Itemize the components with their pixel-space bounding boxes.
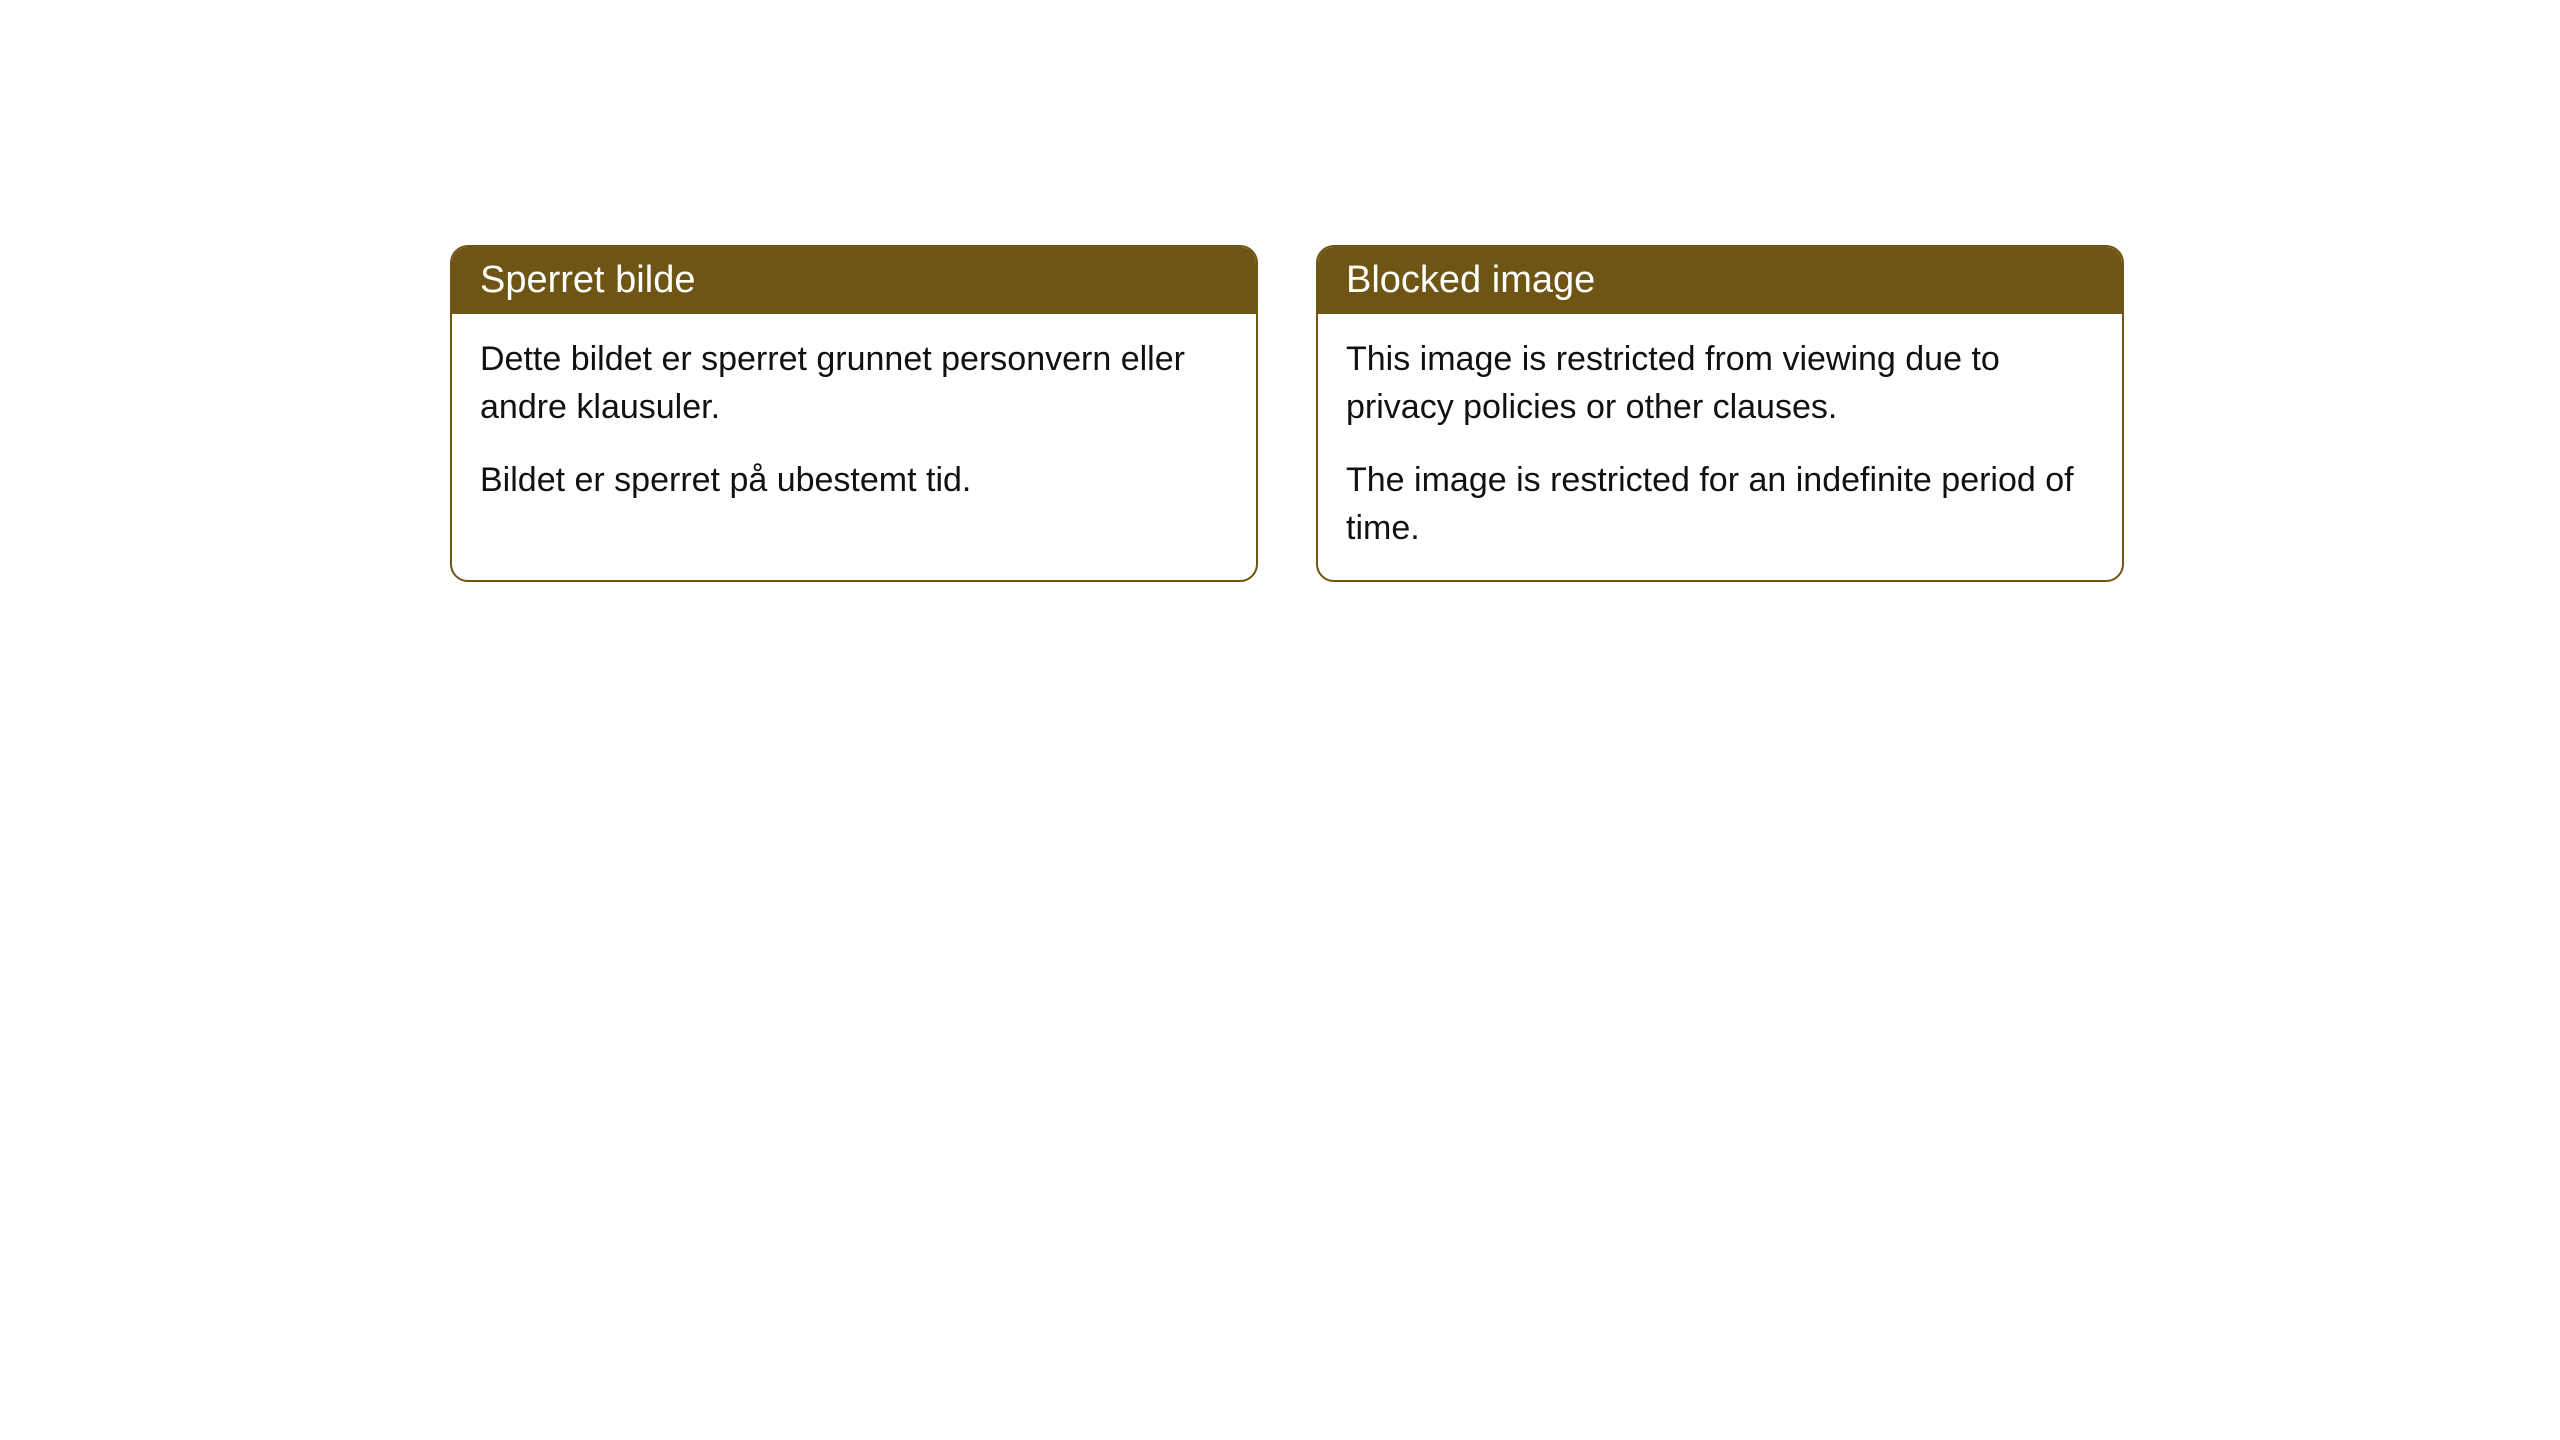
card-header: Blocked image (1318, 247, 2122, 314)
card-title: Sperret bilde (480, 259, 695, 301)
card-body: Dette bildet er sperret grunnet personve… (452, 314, 1256, 533)
card-paragraph-1: This image is restricted from viewing du… (1346, 336, 2094, 431)
card-paragraph-1: Dette bildet er sperret grunnet personve… (480, 336, 1228, 431)
notice-card-norwegian: Sperret bilde Dette bildet er sperret gr… (450, 245, 1258, 582)
notice-card-english: Blocked image This image is restricted f… (1316, 245, 2124, 582)
notice-container: Sperret bilde Dette bildet er sperret gr… (450, 245, 2124, 582)
card-header: Sperret bilde (452, 247, 1256, 314)
card-paragraph-2: Bildet er sperret på ubestemt tid. (480, 457, 1228, 505)
card-paragraph-2: The image is restricted for an indefinit… (1346, 457, 2094, 552)
card-body: This image is restricted from viewing du… (1318, 314, 2122, 580)
card-title: Blocked image (1346, 259, 1595, 301)
